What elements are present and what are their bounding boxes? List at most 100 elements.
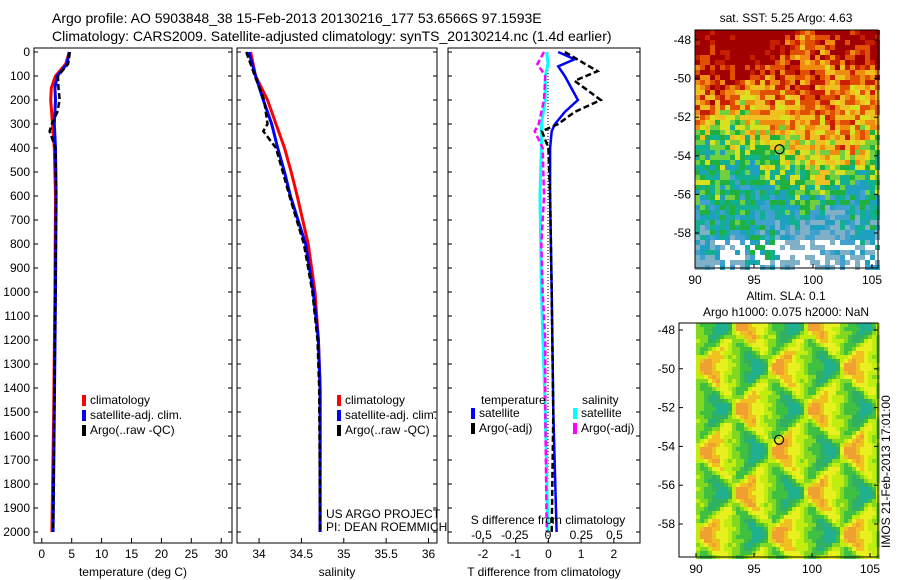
map-pixel — [836, 383, 840, 387]
map-pixel — [724, 347, 728, 351]
map-pixel — [845, 145, 850, 150]
map-pixel — [735, 240, 740, 245]
map-pixel — [760, 125, 765, 130]
map-pixel — [724, 499, 728, 503]
map-pixel — [752, 451, 756, 455]
map-pixel — [695, 90, 700, 95]
map-pixel — [750, 225, 755, 230]
map-pixel — [855, 175, 860, 180]
map-pixel — [705, 185, 710, 190]
map-pixel — [750, 165, 755, 170]
map-pixel — [724, 503, 728, 507]
map-pixel — [860, 160, 865, 165]
map-pixel — [764, 455, 768, 459]
map-pixel — [850, 90, 855, 95]
map-pixel — [824, 395, 828, 399]
map-pixel — [820, 45, 825, 50]
map-pixel — [730, 245, 735, 250]
map-pixel — [848, 451, 852, 455]
map-pixel — [784, 511, 788, 515]
map-pixel — [800, 335, 804, 339]
map-pixel — [764, 375, 768, 379]
map-pixel — [784, 399, 788, 403]
map-pixel — [765, 175, 770, 180]
map-pixel — [724, 451, 728, 455]
map-pixel — [780, 30, 785, 35]
map-pixel — [804, 327, 808, 331]
map-pixel — [865, 125, 870, 130]
map-pixel — [812, 487, 816, 491]
map-pixel — [860, 423, 864, 427]
map-pixel — [745, 125, 750, 130]
map-pixel — [770, 260, 775, 265]
map-pixel — [745, 60, 750, 65]
map-pixel — [810, 115, 815, 120]
map-pixel — [824, 415, 828, 419]
map-pixel — [868, 367, 872, 371]
map-pixel — [775, 70, 780, 75]
map-pixel — [696, 459, 700, 463]
map-pixel — [860, 140, 865, 145]
map-pixel — [750, 200, 755, 205]
map-pixel — [805, 200, 810, 205]
map-pixel — [748, 403, 752, 407]
map-pixel — [752, 487, 756, 491]
map-pixel — [695, 185, 700, 190]
map-pixel — [770, 150, 775, 155]
map-pixel — [840, 383, 844, 387]
map-pixel — [745, 85, 750, 90]
map-pixel — [760, 391, 764, 395]
map-pixel — [776, 463, 780, 467]
map-pixel — [704, 323, 708, 327]
map-pixel — [736, 371, 740, 375]
map-pixel — [716, 475, 720, 479]
map-pixel — [708, 475, 712, 479]
map-pixel — [740, 180, 745, 185]
map-pixel — [704, 511, 708, 515]
map-pixel — [860, 235, 865, 240]
map-pixel — [695, 75, 700, 80]
map-pixel — [780, 115, 785, 120]
map-pixel — [870, 190, 875, 195]
map-pixel — [730, 170, 735, 175]
map-pixel — [820, 483, 824, 487]
map-pixel — [856, 479, 860, 483]
map-pixel — [845, 80, 850, 85]
map-pixel — [755, 185, 760, 190]
map-pixel — [732, 339, 736, 343]
map-pixel — [720, 495, 724, 499]
map-pixel — [696, 439, 700, 443]
map-pixel — [740, 527, 744, 531]
map-pixel — [856, 331, 860, 335]
map-pixel — [695, 60, 700, 65]
map-pixel — [850, 135, 855, 140]
map-pixel — [776, 387, 780, 391]
map-pixel — [812, 431, 816, 435]
map-pixel — [785, 195, 790, 200]
map-pixel — [700, 463, 704, 467]
map-pixel — [805, 175, 810, 180]
map-pixel — [835, 70, 840, 75]
map-pixel — [772, 539, 776, 543]
map-pixel — [732, 399, 736, 403]
map-pixel — [828, 539, 832, 543]
map-pixel — [770, 245, 775, 250]
map-pixel — [772, 471, 776, 475]
map-pixel — [765, 125, 770, 130]
map-pixel — [812, 519, 816, 523]
map-pixel — [745, 65, 750, 70]
map-pixel — [850, 170, 855, 175]
map-pixel — [704, 467, 708, 471]
map-pixel — [780, 60, 785, 65]
map-pixel — [760, 260, 765, 265]
map-pixel — [700, 110, 705, 115]
map-pixel — [710, 240, 715, 245]
map-pixel — [852, 439, 856, 443]
map-pixel — [775, 100, 780, 105]
map-pixel — [848, 447, 852, 451]
map-pixel — [864, 347, 868, 351]
map-pixel — [732, 511, 736, 515]
map-pixel — [836, 495, 840, 499]
map-pixel — [695, 170, 700, 175]
map-pixel — [804, 391, 808, 395]
